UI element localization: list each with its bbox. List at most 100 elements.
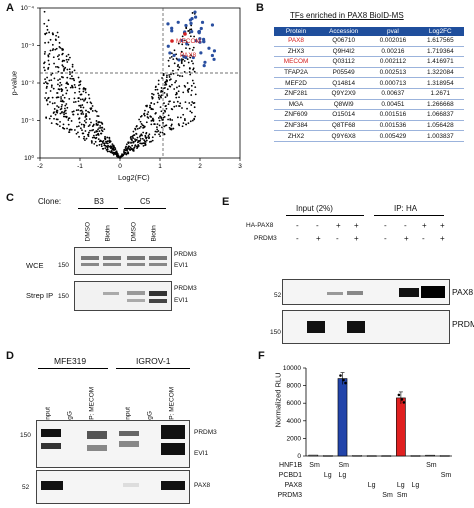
table-cell: 0.000713 <box>369 77 417 89</box>
panel-label-a: A <box>6 2 14 14</box>
clone-c5: C5 <box>140 197 151 206</box>
table-cell: 0.001516 <box>369 109 417 121</box>
c-row-strep-ip: Strep IP <box>26 291 54 300</box>
volcano-ytick: 10⁻⁴ <box>21 5 35 12</box>
panel-label-f: F <box>258 350 265 362</box>
c-lane-3: DMSO <box>130 222 138 242</box>
c-mw-150-b: 150 <box>58 293 69 300</box>
rlu-condition-cell: Sm <box>396 492 408 499</box>
c-lane-2: Biotin <box>104 225 112 242</box>
rlu-ytick: 2000 <box>287 435 302 442</box>
d-line-igrov1-bar <box>116 368 190 369</box>
e-sign: + <box>354 234 359 243</box>
table-cell: MGA <box>274 99 319 111</box>
d-line-igrov1: IGROV-1 <box>136 356 171 366</box>
e-mw-150: 150 <box>270 329 281 336</box>
table-cell: Q8WI9 <box>318 99 370 111</box>
panel-label-e: E <box>222 196 230 208</box>
e-group-ip: IP: HA <box>394 204 418 213</box>
rlu-condition-label: HNF1B <box>279 462 302 469</box>
volcano-xtick: 0 <box>118 163 122 170</box>
clone-c5-line <box>124 208 166 209</box>
rlu-ytick: 4000 <box>287 418 302 425</box>
e-sign: - <box>384 234 387 243</box>
volcano-xtick: -1 <box>77 163 83 170</box>
d-line-mfe319: MFE319 <box>54 356 87 366</box>
c-lane-4: Biotin <box>150 225 158 242</box>
rlu-bar <box>396 397 406 457</box>
rlu-ytick: 10000 <box>283 365 301 372</box>
d-line-mfe319-bar <box>38 368 108 369</box>
e-blot-prdm3 <box>282 310 450 344</box>
table-cell: ZNF281 <box>274 88 319 100</box>
table-cell: 0.00637 <box>369 88 417 100</box>
table-cell: Q9H4I2 <box>318 46 370 58</box>
d-band-prdm3: PRDM3 <box>194 429 217 436</box>
e-group-input: Input (2%) <box>296 204 333 213</box>
rlu-ylabel: Normalized RLU <box>273 372 283 428</box>
table-cell: 0.00216 <box>369 46 417 58</box>
rlu-bar <box>366 455 377 457</box>
table-cell: Q9Y2X9 <box>318 88 370 100</box>
table-row: TFAP2A P05549 0.002513 1.322084 <box>274 67 464 79</box>
table-row: PAX8 Q06710 0.002016 1.617565 <box>274 36 464 47</box>
d-band-evi1: EVI1 <box>194 450 209 457</box>
table-cell: 1.617565 <box>416 36 464 47</box>
c-mw-150-a: 150 <box>58 262 69 269</box>
table-row: ZNF384 Q8TF68 0.001536 1.056428 <box>274 120 464 132</box>
e-sign: + <box>316 234 321 243</box>
clone-label: Clone: <box>38 197 62 206</box>
table-cell: P05549 <box>318 67 370 79</box>
c-blot-wce <box>74 247 172 275</box>
volcano-label-pax8: PAX8 <box>180 52 197 59</box>
table-cell: ZNF609 <box>274 109 319 121</box>
e-band-prdm3: PRDM3 <box>452 319 474 329</box>
rlu-ytick: 8000 <box>287 383 302 390</box>
rlu-condition-cell: Sm <box>440 472 452 479</box>
rlu-bar <box>381 455 392 457</box>
volcano-xtick: -2 <box>37 163 43 170</box>
table-row: MGA Q8WI9 0.00451 1.266668 <box>274 99 464 111</box>
table-cell: Q8TF68 <box>318 120 370 132</box>
c-row-wce: WCE <box>26 261 44 270</box>
c-lane-1: DMSO <box>84 222 92 242</box>
d-lane-6: IP: MECOM <box>168 386 176 422</box>
table-cell: PAX8 <box>274 36 319 47</box>
table-cell: 1.719364 <box>416 46 464 58</box>
e-sign: - <box>422 234 425 243</box>
d-lane-3: IP: MECOM <box>88 386 96 422</box>
d-blot-pax8 <box>36 470 190 504</box>
rlu-bar <box>439 455 450 457</box>
rlu-condition-cell: Lg <box>396 482 405 489</box>
table-cell: 0.002513 <box>369 67 417 79</box>
tf-table-header: Accession <box>318 27 370 36</box>
table-row: ZNF609 O15014 0.001516 1.066837 <box>274 109 464 121</box>
table-row: ZHX2 Q9Y6X8 0.005429 1.003837 <box>274 130 464 142</box>
e-sign: - <box>336 234 339 243</box>
tf-table-header: pval <box>369 27 417 36</box>
e-group-input-line <box>286 215 364 216</box>
volcano-label-mecom: MECOM <box>176 38 201 45</box>
d-mw-52: 52 <box>22 484 30 491</box>
table-cell: 0.00451 <box>369 99 417 111</box>
table-row: MEF2D Q14814 0.000713 1.318954 <box>274 77 464 89</box>
rlu-condition-cell: Sm <box>382 492 393 499</box>
table-row: ZHX3 Q9H4I2 0.00216 1.719364 <box>274 46 464 58</box>
c-band-evi1-b: EVI1 <box>174 297 189 304</box>
volcano-xtick: 1 <box>158 163 162 170</box>
rlu-bar <box>352 455 362 457</box>
e-sign: + <box>440 221 445 230</box>
table-cell: 0.002016 <box>369 36 417 47</box>
volcano-xtick: 2 <box>198 163 202 170</box>
rlu-condition-cell: Lg <box>411 482 420 489</box>
e-sign: - <box>296 234 299 243</box>
e-row-prdm3: PRDM3 <box>254 235 277 242</box>
table-cell: ZHX2 <box>274 130 319 142</box>
rlu-bar <box>308 454 319 457</box>
c-blot-strep <box>74 281 172 311</box>
rlu-bar <box>337 378 348 457</box>
rlu-point <box>400 398 404 401</box>
d-mw-150: 150 <box>20 432 31 439</box>
d-blot-mecom <box>36 420 190 468</box>
e-sign: + <box>422 221 427 230</box>
